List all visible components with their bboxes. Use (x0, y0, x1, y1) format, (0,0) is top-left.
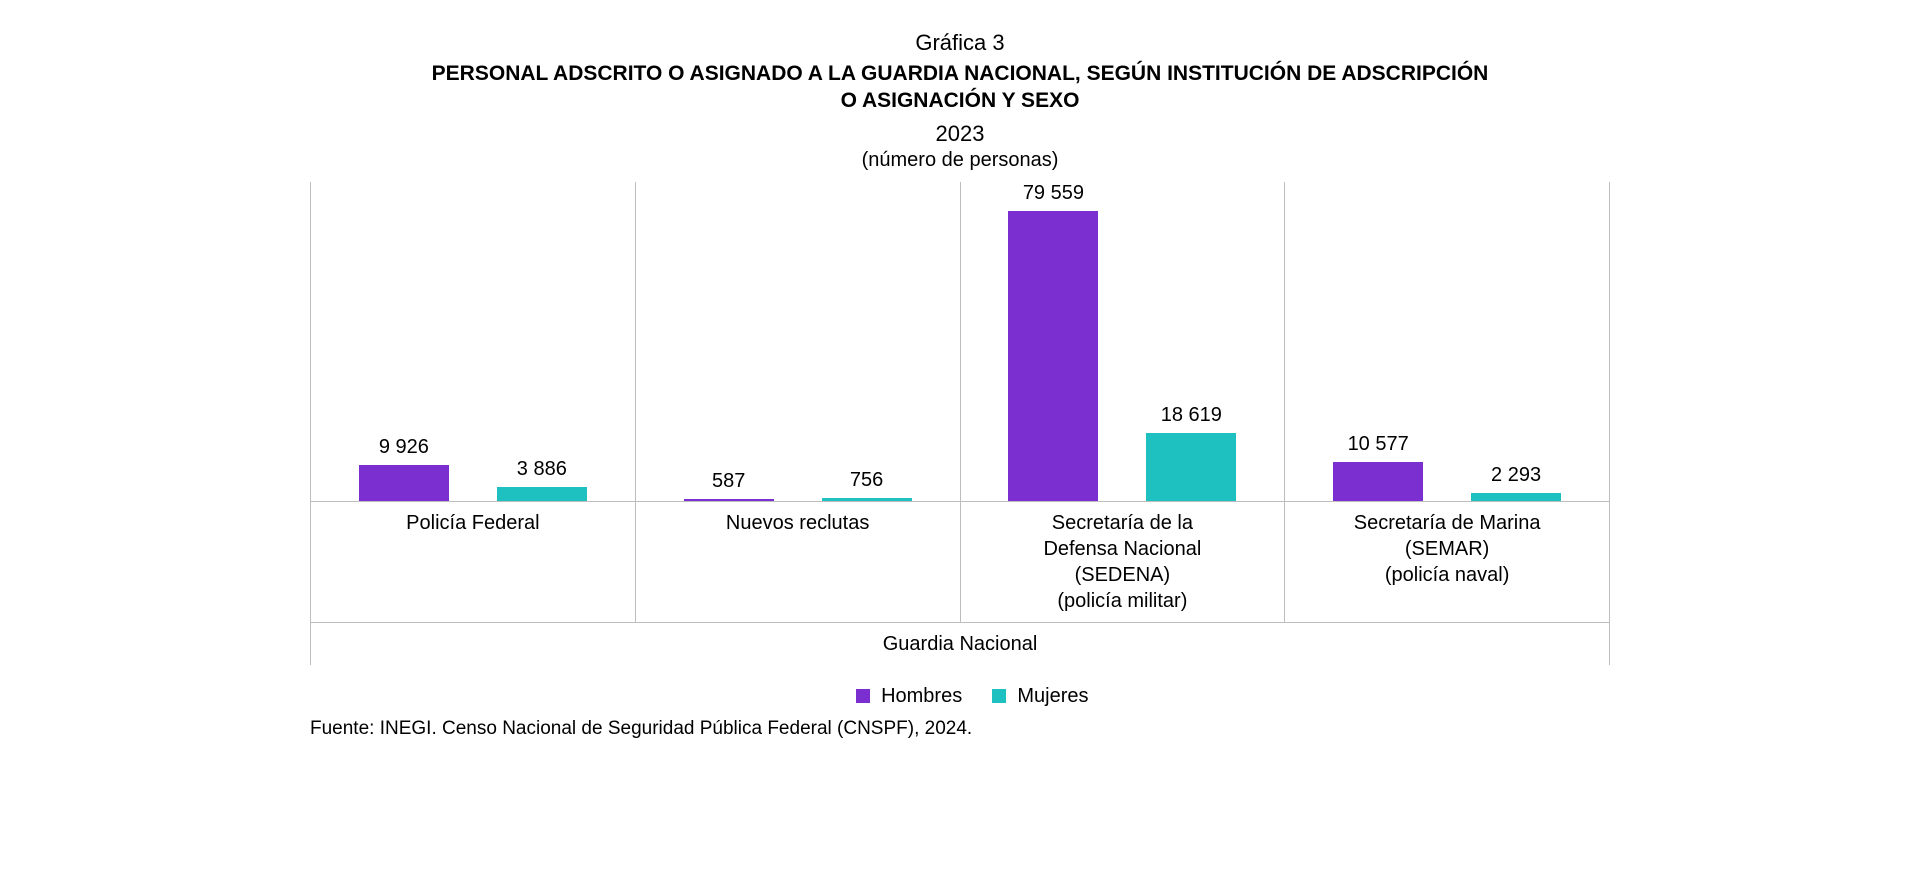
legend-label-hombres: Hombres (881, 685, 962, 707)
chart-title-line2: O ASIGNACIÓN Y SEXO (841, 89, 1080, 112)
bar-value-label: 2 293 (1491, 464, 1541, 487)
subcategory-row: Policía FederalNuevos reclutasSecretaría… (310, 502, 1610, 622)
bar (1471, 493, 1561, 501)
source-prefix: Fuente: (310, 718, 380, 739)
bar-group: 79 559 (1008, 182, 1098, 501)
source-text: Fuente: INEGI. Censo Nacional de Segurid… (210, 718, 1710, 740)
chart-title-line1: PERSONAL ADSCRITO O ASIGNADO A LA GUARDI… (432, 62, 1489, 85)
source-org: INEGI (380, 718, 432, 739)
group-label: Guardia Nacional (310, 622, 1610, 665)
bar-panel: 10 577 2 293 (1285, 182, 1610, 501)
chart-plot: 9 9263 88658775679 55918 61910 5772 293 … (310, 182, 1610, 665)
legend-swatch-mujeres (992, 689, 1006, 703)
legend: Hombres Mujeres (210, 685, 1710, 708)
bar-group: 9 926 (359, 182, 449, 501)
subcategory-label: Policía Federal (310, 502, 636, 622)
chart-unit: (número de personas) (210, 149, 1710, 172)
bar-group: 756 (822, 182, 912, 501)
chart-title: PERSONAL ADSCRITO O ASIGNADO A LA GUARDI… (210, 60, 1710, 115)
bar (822, 498, 912, 501)
chart-suptitle: Gráfica 3 (210, 30, 1710, 56)
chart-container: Gráfica 3 PERSONAL ADSCRITO O ASIGNADO A… (210, 0, 1710, 740)
chart-year: 2023 (210, 121, 1710, 147)
bar-value-label: 9 926 (379, 436, 429, 459)
source-suffix: ), 2024. (908, 718, 972, 739)
bar (497, 487, 587, 501)
subcategory-label: Secretaría de Marina(SEMAR)(policía nava… (1285, 502, 1610, 622)
bar-group: 3 886 (497, 182, 587, 501)
bar-group: 2 293 (1471, 182, 1561, 501)
bar-panel: 587 756 (636, 182, 961, 501)
bar-value-label: 79 559 (1023, 182, 1084, 205)
bar (684, 499, 774, 501)
bar (359, 465, 449, 501)
legend-label-mujeres: Mujeres (1017, 685, 1088, 707)
bar-value-label: 756 (850, 469, 883, 492)
legend-swatch-hombres (856, 689, 870, 703)
bar (1146, 433, 1236, 501)
bar (1333, 462, 1423, 501)
bars-row: 9 926 3 886 587 756 79 559 18 619 10 577 2 293 (310, 182, 1610, 502)
bar-value-label: 587 (712, 470, 745, 493)
source-acr: CNSPF (843, 718, 907, 739)
source-mid: . Censo Nacional de Seguridad Pública Fe… (431, 718, 843, 739)
group-row: Guardia NacionalSecretaría de laDefensa … (310, 622, 1610, 665)
bar-group: 587 (684, 182, 774, 501)
bar-value-label: 18 619 (1161, 404, 1222, 427)
bar-group: 10 577 (1333, 182, 1423, 501)
bar-group: 18 619 (1146, 182, 1236, 501)
bar-value-label: 10 577 (1348, 433, 1409, 456)
bar-value-label: 3 886 (517, 458, 567, 481)
titles: Gráfica 3 PERSONAL ADSCRITO O ASIGNADO A… (210, 30, 1710, 172)
bar-panel: 9 926 3 886 (310, 182, 636, 501)
bar-panel: 79 559 18 619 (961, 182, 1286, 501)
subcategory-label: Secretaría de laDefensa Nacional(SEDENA)… (961, 502, 1286, 622)
bar (1008, 211, 1098, 501)
subcategory-label: Nuevos reclutas (636, 502, 961, 622)
